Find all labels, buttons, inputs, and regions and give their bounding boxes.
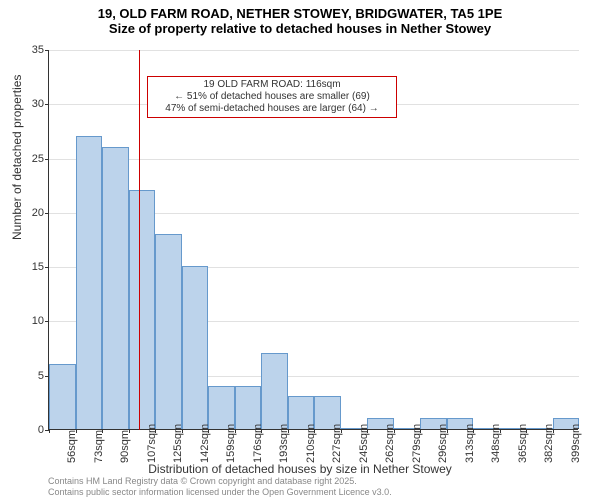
- annotation-line1: 19 OLD FARM ROAD: 116sqm: [152, 79, 392, 91]
- histogram-bar: [235, 386, 262, 429]
- property-marker-line: [139, 50, 140, 430]
- x-axis-label: Distribution of detached houses by size …: [0, 462, 600, 476]
- footer-line1: Contains HM Land Registry data © Crown c…: [48, 476, 392, 487]
- histogram-bar: [182, 266, 209, 429]
- histogram-bar: [155, 234, 182, 429]
- histogram-bar: [76, 136, 103, 429]
- histogram-bar: [208, 386, 235, 429]
- histogram-bar: [129, 190, 156, 429]
- x-tick-label: 90sqm: [119, 430, 131, 463]
- title-line1: 19, OLD FARM ROAD, NETHER STOWEY, BRIDGW…: [0, 6, 600, 21]
- y-axis-label: Number of detached properties: [10, 75, 24, 240]
- y-tick-label: 25: [32, 153, 44, 165]
- y-tick-label: 30: [32, 98, 44, 110]
- y-tick-label: 5: [38, 370, 44, 382]
- histogram-chart: 0510152025303556sqm73sqm90sqm107sqm125sq…: [48, 50, 578, 430]
- histogram-bar: [261, 353, 288, 429]
- annotation-box: 19 OLD FARM ROAD: 116sqm← 51% of detache…: [147, 76, 397, 118]
- x-tick-label: 56sqm: [66, 430, 78, 463]
- y-tick-label: 15: [32, 261, 44, 273]
- annotation-line3: 47% of semi-detached houses are larger (…: [152, 103, 392, 115]
- annotation-line2: ← 51% of detached houses are smaller (69…: [152, 91, 392, 103]
- y-tick-label: 10: [32, 315, 44, 327]
- title-line2: Size of property relative to detached ho…: [0, 21, 600, 36]
- y-tick-label: 0: [38, 424, 44, 436]
- y-tick-label: 20: [32, 207, 44, 219]
- histogram-bar: [102, 147, 129, 429]
- x-tick-label: 73sqm: [93, 430, 105, 463]
- histogram-bar: [49, 364, 76, 429]
- x-tick-label: 399sqm: [570, 424, 582, 463]
- y-tick-label: 35: [32, 44, 44, 56]
- footer-text: Contains HM Land Registry data © Crown c…: [48, 476, 392, 498]
- footer-line2: Contains public sector information licen…: [48, 487, 392, 498]
